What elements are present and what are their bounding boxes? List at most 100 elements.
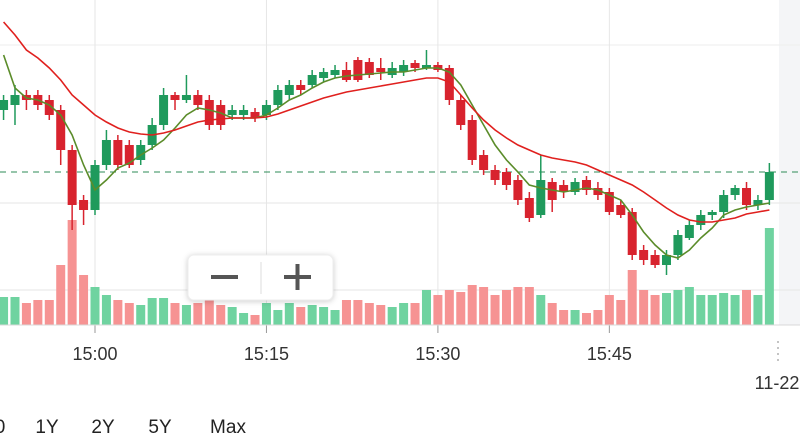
candle-body: [376, 68, 386, 72]
candle-body: [730, 188, 740, 195]
candle-body: [319, 72, 329, 78]
latest-band: [779, 0, 800, 325]
candle-body: [536, 180, 546, 215]
volume-bar: [410, 303, 420, 325]
volume-bar: [673, 290, 683, 325]
candle-body: [79, 200, 89, 210]
candle-body: [547, 182, 557, 200]
candle-body: [227, 110, 237, 115]
range-button[interactable]: 2Y: [91, 417, 115, 433]
candle-body: [684, 225, 694, 238]
candle-body: [421, 65, 431, 68]
volume-bar: [650, 295, 660, 325]
volume-bar: [764, 228, 774, 325]
candle-body: [707, 212, 717, 215]
volume-bar: [330, 310, 340, 325]
candle-body: [67, 150, 77, 205]
candle-body: [662, 255, 671, 265]
volume-bar: [319, 307, 329, 325]
x-tick-label: 15:45: [587, 344, 632, 364]
range-button[interactable]: 5Y: [148, 417, 172, 433]
candle-body: [159, 95, 169, 125]
volume-bar: [170, 303, 180, 325]
volume-bar: [627, 270, 637, 325]
volume-bar: [444, 290, 454, 325]
volume-bar: [421, 290, 431, 325]
candle-body: [524, 198, 534, 218]
candle-body: [364, 62, 374, 75]
candle-body: [764, 172, 774, 200]
candle-body: [570, 182, 580, 192]
volume-bar: [113, 300, 123, 325]
volume-bar: [730, 295, 740, 325]
volume-bar: [67, 220, 77, 325]
volume-bar: [593, 310, 603, 325]
candle-body: [467, 120, 477, 160]
volume-bar: [204, 300, 214, 325]
candle-body: [559, 185, 569, 192]
volume-bar: [181, 305, 191, 325]
volume-bar: [559, 310, 569, 325]
volume-bar: [10, 297, 20, 325]
candle-body: [90, 165, 100, 210]
candle-body: [479, 155, 489, 170]
volume-bar: [147, 298, 157, 325]
candle-body: [124, 145, 134, 165]
zoom-in-button[interactable]: [263, 257, 331, 298]
candle-body: [719, 195, 729, 212]
volume-bar: [524, 287, 534, 325]
volume-bar: [159, 298, 169, 325]
volume-bar: [239, 313, 249, 325]
candle-body: [696, 215, 706, 225]
candle-body: [101, 140, 111, 165]
volume-bar: [707, 295, 717, 325]
candle-body: [753, 200, 763, 205]
candle-body: [410, 63, 420, 68]
candle-body: [650, 255, 660, 265]
volume-bar: [501, 290, 511, 325]
volume-bar: [341, 300, 351, 325]
volume-bar: [547, 303, 557, 325]
ma-line: [2, 54, 770, 259]
date-label: 11-22: [755, 373, 800, 393]
candle-body: [444, 68, 454, 100]
candle-body: [239, 110, 249, 115]
volume-bar: [604, 295, 614, 325]
range-buttons: 0 1Y 2Y 5Y Max: [0, 417, 246, 433]
volume-bar: [79, 275, 89, 325]
volume-bar: [296, 307, 306, 325]
volume-bar: [353, 300, 363, 325]
candle-body: [170, 95, 180, 100]
candle-body: [399, 65, 409, 72]
volume-bar: [570, 310, 580, 325]
candle-body: [742, 188, 752, 205]
volume-bar: [536, 295, 546, 325]
volume-bar: [90, 287, 100, 325]
volume-bar: [124, 303, 134, 325]
candle-body: [216, 105, 226, 125]
volume-bar: [479, 287, 489, 325]
volume-bar: [399, 303, 409, 325]
volume-bar: [284, 303, 294, 325]
ma-line: [2, 21, 770, 223]
candle-body: [193, 95, 203, 105]
volume-bar: [387, 307, 397, 325]
volume-bar: [467, 285, 477, 325]
volume-bar: [193, 303, 203, 325]
candle-body: [10, 95, 20, 105]
x-tick-label: 15:00: [72, 344, 117, 364]
x-axis-labels: 15:00 15:15 15:30 15:45: [72, 344, 631, 364]
volume-bar: [376, 305, 386, 325]
candle-body: [273, 90, 283, 105]
candle-body: [113, 140, 123, 165]
range-button[interactable]: Max: [210, 417, 246, 433]
candle-body: [44, 100, 54, 115]
candle-body: [136, 145, 146, 160]
volume-bar: [216, 305, 226, 325]
volume-bar: [684, 287, 694, 325]
range-button[interactable]: 0: [0, 417, 5, 433]
zoom-out-button[interactable]: [190, 257, 259, 298]
candle-body: [341, 70, 351, 80]
range-button[interactable]: 1Y: [35, 417, 59, 433]
